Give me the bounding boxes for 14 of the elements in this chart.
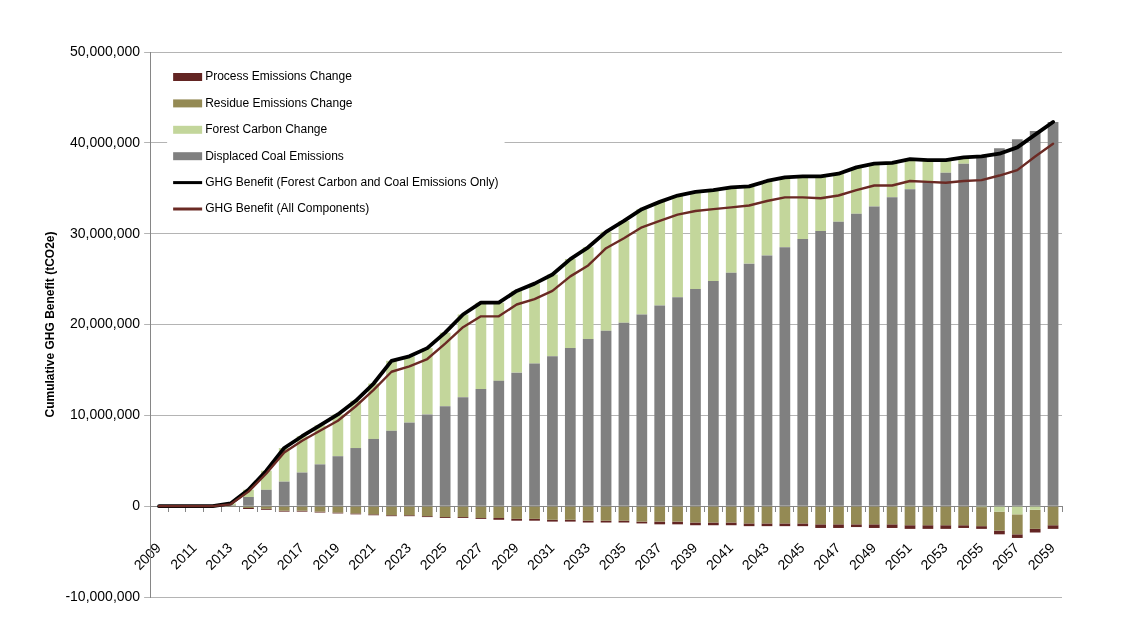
legend-label: Residue Emissions Change [205, 95, 353, 110]
y-tick-label: -10,000,000 [65, 587, 141, 604]
y-tick-label: 40,000,000 [70, 133, 141, 150]
y-tick-label: 30,000,000 [70, 224, 141, 241]
y-tick-label: 10,000,000 [70, 406, 141, 423]
legend-label: GHG Benefit (Forest Carbon and Coal Emissions Only) [205, 174, 499, 189]
legend-label: Forest Carbon Change [205, 122, 328, 137]
legend-label: Displaced Coal Emissions [205, 148, 344, 163]
y-tick-label: 50,000,000 [70, 42, 141, 59]
y-tick-label: 20,000,000 [70, 315, 141, 332]
y-axis-title: Cumulative GHG Benefit (tCO2e) [42, 231, 57, 418]
y-tick-label: 0 [132, 497, 141, 514]
legend-label: GHG Benefit (All Components) [205, 201, 370, 216]
legend-label: Process Emissions Change [205, 69, 353, 84]
